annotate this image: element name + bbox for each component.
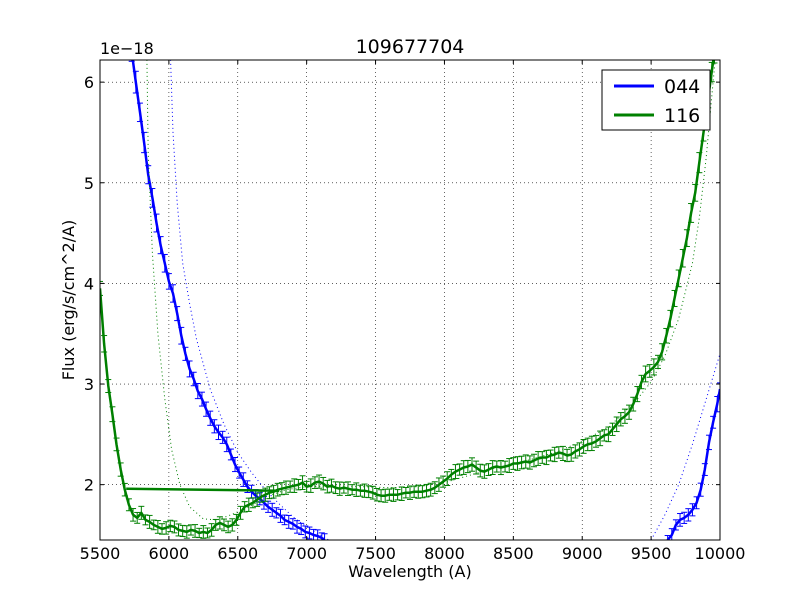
- y-offset-text: 1e−18: [100, 39, 154, 58]
- x-tick-label: 7500: [355, 544, 396, 563]
- y-tick-label: 4: [84, 274, 94, 293]
- x-tick-label: 9000: [562, 544, 603, 563]
- plot-frame: [99, 59, 721, 541]
- series-044-line: [131, 60, 326, 540]
- legend-label-116: 116: [664, 105, 700, 127]
- x-tick-label: 5500: [80, 544, 121, 563]
- x-tick-label: 6000: [149, 544, 190, 563]
- x-tick-label: 8000: [424, 544, 465, 563]
- axis-ticks: 5500 6000 6500 7000 7500 8000 8500 9000 9500 1000…: [80, 60, 746, 563]
- x-axis-label: Wavelength (A): [348, 562, 471, 581]
- series-044-tail-line: [666, 388, 720, 540]
- y-tick-label: 6: [84, 73, 94, 92]
- x-tick-label: 8500: [493, 544, 534, 563]
- y-tick-label: 5: [84, 174, 94, 193]
- series-116-jump: [126, 487, 280, 492]
- chart-title: 109677704: [356, 36, 465, 58]
- series-116-fit: [146, 60, 716, 521]
- series-116-line: [100, 60, 715, 535]
- legend-box: [601, 69, 711, 131]
- x-tick-label: 7000: [286, 544, 327, 563]
- legend-label-044: 044: [664, 76, 700, 98]
- x-tick-label: 10000: [695, 544, 746, 563]
- plot-content: [100, 60, 720, 540]
- plot-area: [100, 60, 720, 540]
- x-tick-label: 9500: [631, 544, 672, 563]
- y-axis-label: Flux (erg/s/cm^2/A): [59, 220, 78, 381]
- x-tick-label: 6500: [217, 544, 258, 563]
- legend: 044 116: [601, 69, 711, 131]
- y-tick-label: 2: [84, 476, 94, 495]
- y-tick-label: 3: [84, 375, 94, 394]
